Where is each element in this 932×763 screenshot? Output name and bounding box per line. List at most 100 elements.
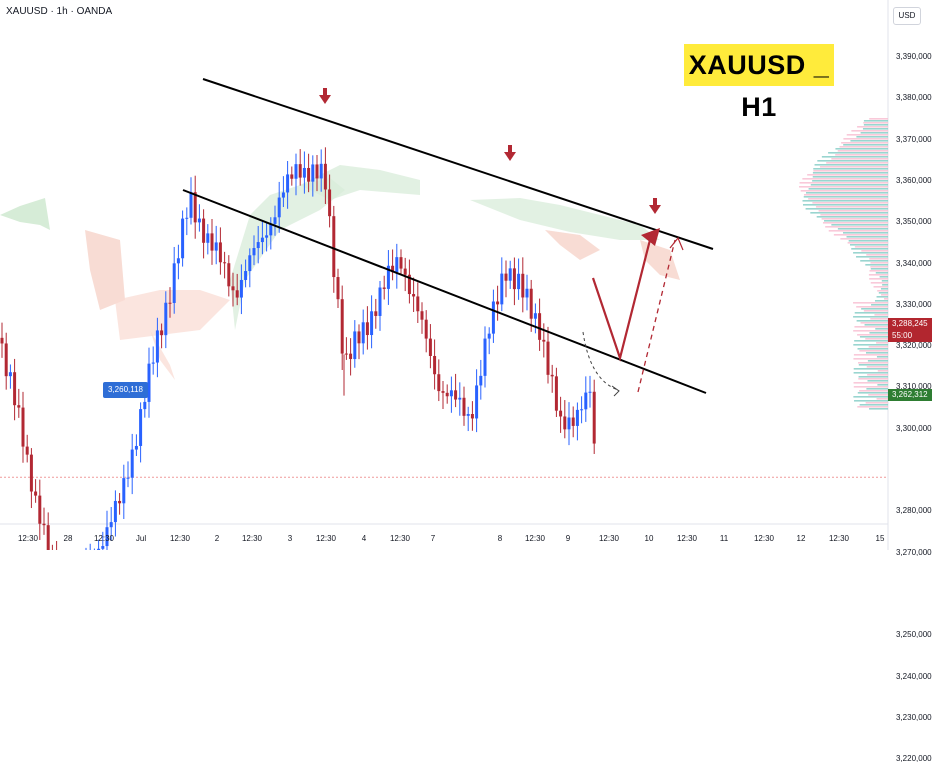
volume-profile-bar (882, 284, 888, 286)
candle-body (584, 392, 588, 410)
volume-profile-bar (799, 182, 888, 184)
candle-body (559, 410, 563, 417)
candle-body (496, 301, 500, 305)
volume-profile-bar (828, 230, 888, 232)
volume-profile-bar (803, 194, 888, 196)
volume-profile-bar (862, 128, 888, 130)
ichimoku-cloud-3 (150, 330, 175, 380)
volume-profile-bar (802, 178, 888, 180)
time-tick-label: 9 (565, 534, 571, 543)
time-tick-label: 2 (214, 534, 220, 543)
volume-profile-bar (853, 358, 888, 360)
candle-body (462, 397, 466, 416)
candle-body (525, 288, 529, 298)
volume-profile-bar (835, 154, 888, 156)
ichimoku-cloud-2 (115, 290, 230, 340)
volume-profile-bar (841, 142, 888, 144)
time-tick-label: 4 (361, 534, 367, 543)
time-tick-label: 7 (430, 534, 436, 543)
time-tick-label: 12:30 (169, 534, 191, 543)
volume-profile-bar (865, 352, 888, 354)
volume-profile-bar (859, 404, 888, 406)
candle-body (458, 397, 462, 400)
candle-body (8, 372, 12, 377)
candle-body (294, 164, 298, 179)
candle-body (344, 353, 348, 355)
volume-profile-bar (800, 190, 888, 192)
candle-body (424, 319, 428, 339)
projected-path-line (591, 231, 654, 362)
candle-body (189, 192, 193, 218)
candle-body (517, 273, 521, 290)
volume-profile-bar (854, 246, 888, 248)
volume-profile-bar (857, 334, 888, 336)
candle-body (202, 218, 206, 243)
volume-profile-bar (859, 390, 888, 392)
candle-body (143, 401, 147, 410)
candle-body (105, 527, 109, 547)
candle-body (223, 262, 227, 264)
candle-body (483, 338, 487, 376)
volume-profile-bar (805, 208, 888, 210)
volume-profile-bar (877, 290, 888, 292)
volume-profile-bar (857, 406, 888, 408)
volume-profile-bar (863, 310, 888, 312)
volume-profile-bar (828, 152, 888, 154)
volume-profile-bar (876, 398, 888, 400)
ichimoku-cloud-7 (545, 230, 600, 260)
volume-profile-bar (860, 132, 888, 134)
volume-profile-bar (867, 360, 888, 362)
volume-profile-bar (846, 134, 888, 136)
candle-body (109, 522, 113, 528)
volume-profile-bar (802, 200, 888, 202)
candle-body (542, 339, 546, 342)
price-tick-label: 3,300,000 (896, 423, 932, 433)
candle-body (197, 218, 201, 223)
volume-profile-bar (853, 368, 888, 370)
volume-profile-bar (877, 384, 888, 386)
currency-button[interactable]: USD (893, 7, 921, 25)
candle-body (479, 375, 483, 386)
volume-profile-bar (835, 148, 888, 150)
volume-profile-bar (864, 324, 888, 326)
volume-profile-bar (876, 342, 888, 344)
candle-body (277, 197, 281, 218)
candle-body (315, 164, 319, 179)
candle-body (218, 242, 222, 263)
volume-profile-bar (860, 260, 888, 262)
candle-body (298, 164, 302, 178)
volume-profile-bar (880, 288, 888, 290)
volume-profile-bar (854, 340, 888, 342)
candle-body (588, 391, 592, 393)
volume-profile-bar (857, 348, 888, 350)
candle-body (25, 446, 29, 455)
candle-body (319, 163, 323, 179)
volume-profile-bar (822, 222, 888, 224)
volume-profile-bar (803, 196, 888, 198)
volume-profile-bar (806, 192, 888, 194)
candle-body (340, 299, 344, 354)
candle-body (546, 341, 550, 375)
price-tick-label: 3,380,000 (896, 93, 932, 103)
volume-profile-bar (857, 392, 888, 394)
volume-profile-bar (875, 272, 888, 274)
price-tick-label: 3,320,000 (896, 341, 932, 351)
candle-body (575, 409, 579, 426)
candle-body (0, 337, 4, 344)
candle-body (227, 263, 231, 287)
volume-profile-bar (868, 274, 888, 276)
candle-body (147, 363, 151, 402)
candle-body (101, 546, 105, 549)
curve-arrowhead (611, 385, 620, 397)
ichimoku-cloud-1 (85, 230, 125, 310)
price-tick-label: 3,340,000 (896, 258, 932, 268)
volume-profile-bar (812, 176, 888, 178)
candle-body (38, 495, 42, 524)
candle-body (567, 417, 571, 430)
volume-profile-bar (874, 300, 888, 302)
candle-body (420, 311, 424, 320)
volume-profile-bar (856, 320, 888, 322)
volume-profile-bar (853, 302, 888, 304)
volume-profile-bar (826, 162, 888, 164)
